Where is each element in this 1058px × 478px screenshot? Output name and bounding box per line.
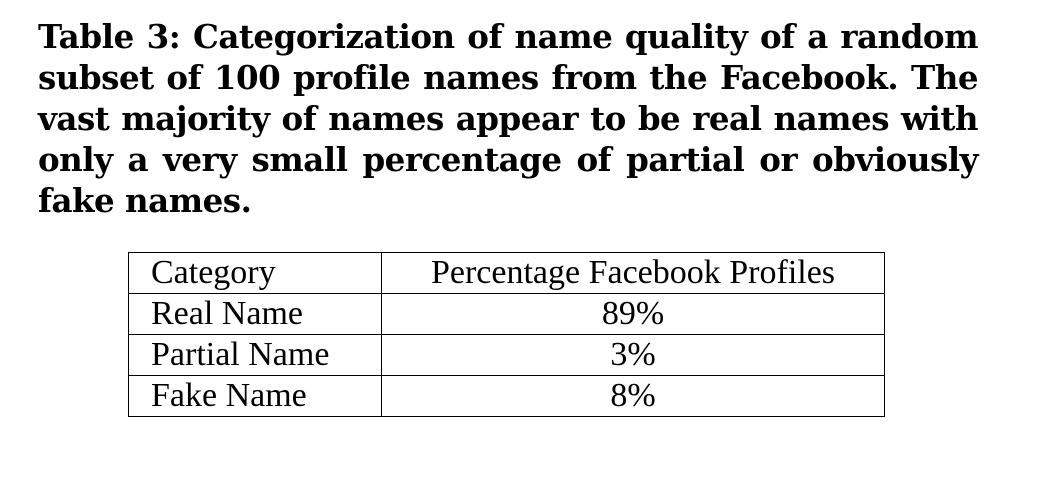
name-quality-table: Category Percentage Facebook Profiles Re… [128, 252, 885, 417]
caption-line-4: only a very small percentage of partial … [38, 140, 979, 179]
percentage-cell: 89% [381, 293, 885, 335]
caption-line-1: Table 3: Categorization of name quality … [38, 16, 978, 57]
caption-line-3: vast majority of names appear to be real… [38, 99, 979, 138]
table-caption: Table 3: Categorization of name quality … [38, 16, 979, 221]
table-row: Real Name 89% [128, 293, 885, 335]
percentage-cell: 8% [381, 375, 885, 417]
category-cell: Fake Name [128, 375, 382, 417]
table-row: Partial Name 3% [128, 334, 885, 376]
percentage-cell: 3% [381, 334, 885, 376]
caption-label: Table 3: [38, 17, 181, 56]
column-header-category: Category [128, 252, 382, 294]
column-header-percentage: Percentage Facebook Profiles [381, 252, 885, 294]
caption-line-2: subset of 100 profile names from the Fac… [38, 58, 979, 97]
caption-line-text: Categorization of name quality of a rand… [193, 17, 978, 56]
table-header-row: Category Percentage Facebook Profiles [128, 252, 885, 294]
caption-line-5: fake names. [38, 181, 252, 220]
category-cell: Real Name [128, 293, 382, 335]
category-cell: Partial Name [128, 334, 382, 376]
table-row: Fake Name 8% [128, 375, 885, 417]
